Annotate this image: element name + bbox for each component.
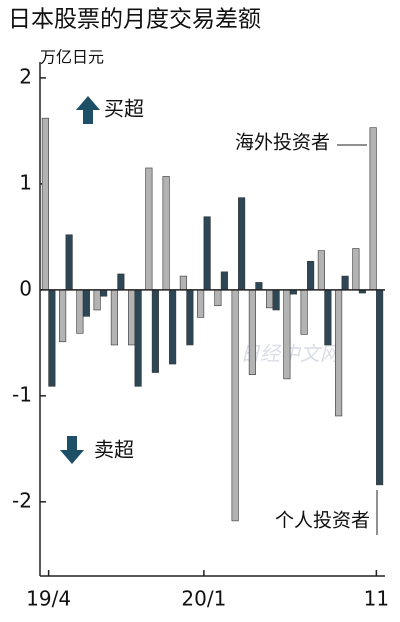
bar: [145, 167, 153, 291]
bar: [197, 289, 205, 318]
bar: [352, 248, 360, 291]
bar: [307, 260, 315, 291]
bar: [41, 117, 49, 291]
bar: [48, 289, 56, 387]
buy-arrow: [76, 96, 100, 124]
bar: [100, 289, 108, 297]
bar: [220, 271, 228, 291]
bar: [117, 273, 125, 291]
bar: [110, 289, 118, 346]
bar: [186, 289, 194, 346]
bar: [65, 234, 73, 291]
watermark: 日经中文网: [240, 342, 343, 366]
annotation: 买超: [104, 97, 144, 121]
sell-arrow: [60, 436, 84, 464]
series-label: 海外投资者: [235, 132, 330, 154]
bar: [324, 289, 332, 346]
bar: [203, 216, 211, 291]
x-tick-label: 19/4: [26, 587, 71, 611]
series-label: 个人投资者: [275, 510, 370, 532]
bar: [162, 176, 170, 291]
bar: [179, 275, 187, 291]
bar: [231, 289, 239, 522]
y-tick-label: 2: [19, 64, 32, 88]
bar: [341, 275, 349, 291]
bar: [283, 289, 291, 380]
y-tick-label: 0: [19, 276, 32, 300]
x-tick-label: 20/1: [181, 587, 226, 611]
bar: [59, 289, 67, 343]
bar: [134, 289, 142, 387]
bar: [238, 197, 246, 291]
annotation: 卖超: [94, 438, 134, 462]
bar: [82, 289, 90, 317]
x-tick-label: 11: [364, 587, 389, 611]
y-tick-label: -2: [12, 488, 32, 512]
y-tick-label: -1: [12, 382, 32, 406]
chart-title: 日本股票的月度交易差额: [8, 7, 261, 33]
bar: [93, 289, 101, 311]
bar: [272, 289, 280, 311]
bar: [128, 289, 136, 346]
bar: [369, 127, 377, 291]
bar: [266, 289, 274, 309]
bar: [214, 289, 222, 307]
y-tick-label: 1: [19, 170, 32, 194]
bar: [335, 289, 343, 417]
bar: [151, 289, 159, 373]
y-axis-label: 万亿日元: [40, 48, 104, 67]
bar: [317, 250, 325, 291]
bar: [300, 289, 308, 335]
bar: [169, 289, 177, 365]
bar: [255, 282, 263, 291]
bar: [248, 289, 256, 375]
bar: [76, 289, 84, 334]
bar: [376, 289, 384, 486]
